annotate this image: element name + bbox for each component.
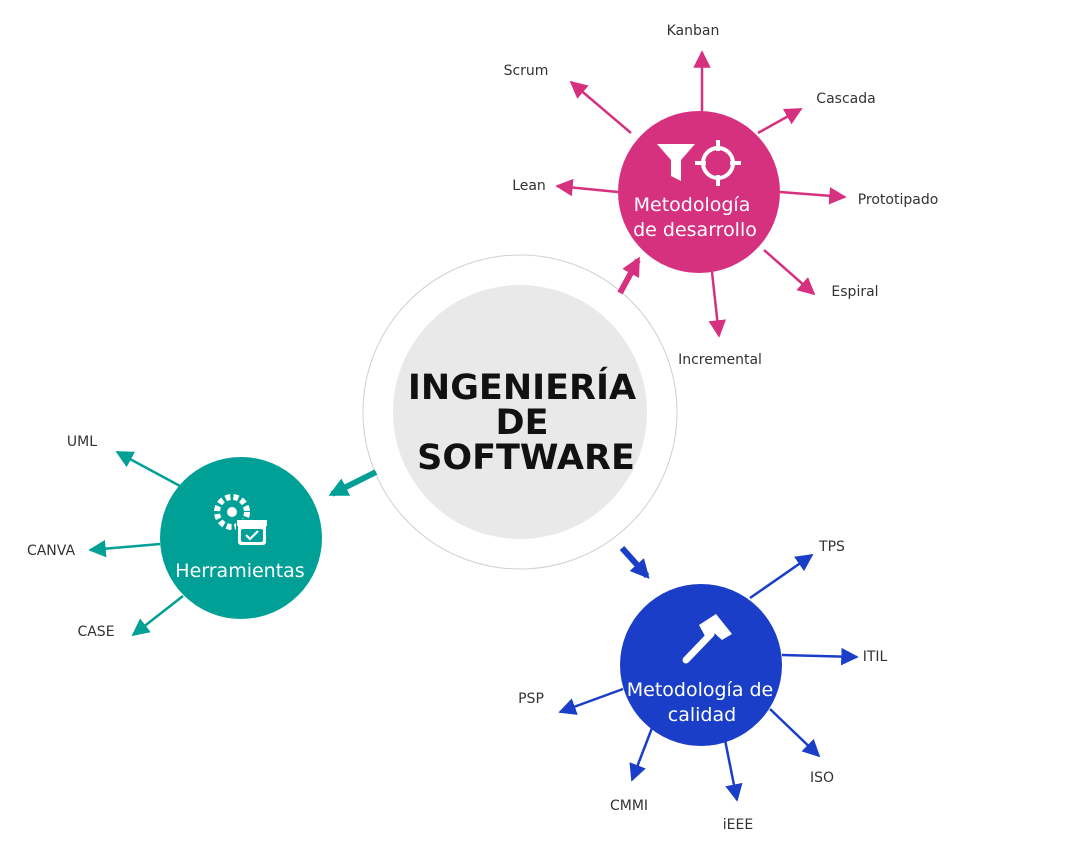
center-hub: INGENIERÍA DE SOFTWARE	[362, 254, 678, 570]
leaf-incremental: Incremental	[678, 352, 762, 368]
arrow-to-espiral	[763, 249, 816, 296]
leaf-case: CASE	[77, 624, 114, 640]
herramientas-branches	[88, 450, 184, 637]
center-title-line-3: SOFTWARE	[417, 438, 635, 478]
arrow-to-itil	[781, 647, 859, 666]
center-title-line-1: INGENIERÍA	[408, 366, 636, 408]
funnel-and-target-icon	[657, 140, 741, 186]
leaf-ieee: iEEE	[723, 817, 753, 833]
arrow-to-cascada	[757, 107, 803, 135]
leaf-canva: CANVA	[27, 543, 76, 559]
arrow-to-canva	[88, 539, 161, 558]
leaf-tps: TPS	[818, 539, 845, 555]
center-inner-circle	[393, 285, 647, 539]
node-desarrollo-circle	[618, 111, 780, 273]
leaf-cmmi: CMMI	[610, 798, 648, 814]
center-title-line-2: DE	[496, 403, 549, 443]
leaf-lean: Lean	[512, 178, 546, 194]
gears-and-calendar-icon	[214, 494, 268, 547]
leaf-scrum: Scrum	[504, 63, 549, 79]
hammer-icon	[682, 614, 732, 664]
calidad-branches	[558, 553, 859, 802]
leaf-itil: ITIL	[863, 649, 888, 665]
node-herramientas: Herramientas	[160, 457, 322, 619]
arrow-to-lean	[555, 178, 619, 197]
node-calidad: Metodología de calidad	[620, 584, 782, 746]
arrow-to-tps	[749, 553, 814, 600]
arrow-to-psp	[558, 687, 624, 715]
leaf-cascada: Cascada	[816, 91, 875, 107]
arrow-to-ieee	[723, 739, 743, 802]
arrow-to-prototipado	[779, 187, 847, 205]
node-calidad-circle	[620, 584, 782, 746]
arrow-to-uml	[115, 450, 181, 488]
arrow-to-cmmi	[629, 727, 654, 782]
node-desarrollo: Metodología de desarrollo	[618, 111, 780, 273]
node-desarrollo-label-line-1: Metodología	[634, 194, 751, 216]
node-herramientas-label: Herramientas	[175, 560, 304, 582]
leaf-iso: ISO	[810, 770, 834, 786]
leaf-kanban: Kanban	[667, 23, 720, 39]
arrow-to-scrum	[569, 80, 632, 134]
connector-to-calidad	[619, 546, 650, 579]
leaf-psp: PSP	[518, 691, 544, 707]
connector-to-desarrollo	[617, 256, 641, 295]
node-calidad-label-line-2: calidad	[668, 704, 736, 726]
arrow-to-case	[131, 595, 184, 637]
leaf-uml: UML	[67, 434, 97, 450]
arrow-to-incremental	[708, 271, 726, 338]
connector-to-herramientas	[328, 469, 378, 497]
node-calidad-label-line-1: Metodología de	[627, 679, 774, 701]
leaf-espiral: Espiral	[831, 284, 878, 300]
leaf-prototipado: Prototipado	[858, 192, 939, 208]
node-desarrollo-label-line-2: de desarrollo	[633, 219, 757, 241]
arrow-to-iso	[769, 708, 821, 758]
desarrollo-branches	[555, 50, 847, 338]
